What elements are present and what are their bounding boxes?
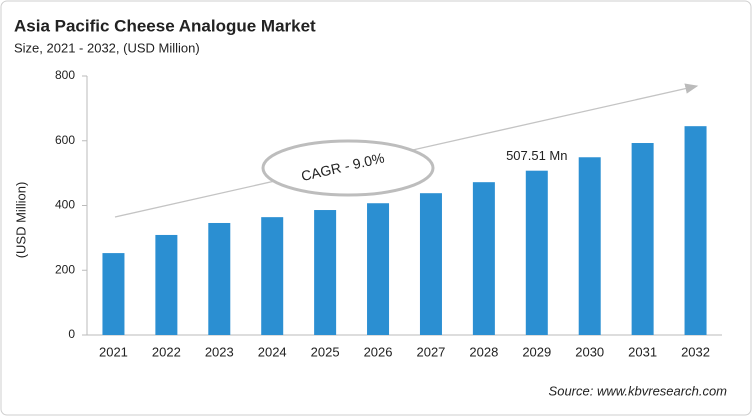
data-label: 507.51 Mn (506, 148, 567, 163)
y-tick-label: 600 (55, 133, 75, 147)
bar (525, 170, 548, 335)
x-tick-label: 2024 (258, 344, 287, 359)
chart-subtitle: Size, 2021 - 2032, (USD Million) (14, 40, 200, 55)
cagr-ellipse (261, 139, 435, 197)
x-tick-label: 2032 (681, 344, 710, 359)
y-tick-label: 200 (55, 262, 75, 276)
bar (155, 234, 178, 335)
x-tick-label: 2030 (575, 344, 604, 359)
x-tick-label: 2031 (628, 344, 657, 359)
x-tick-label: 2027 (416, 344, 445, 359)
chart-title: Asia Pacific Cheese Analogue Market (14, 16, 316, 35)
bar (684, 126, 707, 336)
bar (102, 253, 125, 335)
bar (261, 217, 284, 335)
bar (208, 222, 231, 335)
y-tick-label: 800 (55, 68, 75, 82)
x-tick-label: 2025 (311, 344, 340, 359)
y-tick-label: 400 (55, 198, 75, 212)
y-axis-label: (USD Million) (13, 182, 28, 259)
x-tick-label: 2022 (152, 344, 181, 359)
y-tick-label: 0 (68, 327, 75, 341)
x-tick-label: 2028 (469, 344, 498, 359)
bar (314, 210, 337, 335)
x-tick-label: 2021 (99, 344, 128, 359)
source: Source: www.kbvresearch.com (549, 383, 728, 398)
bar (631, 143, 654, 335)
x-tick-label: 2023 (205, 344, 234, 359)
bar (472, 182, 495, 335)
x-tick-label: 2029 (522, 344, 551, 359)
bar (367, 203, 390, 335)
bar (419, 193, 442, 335)
x-tick-label: 2026 (364, 344, 393, 359)
bar (578, 157, 601, 335)
